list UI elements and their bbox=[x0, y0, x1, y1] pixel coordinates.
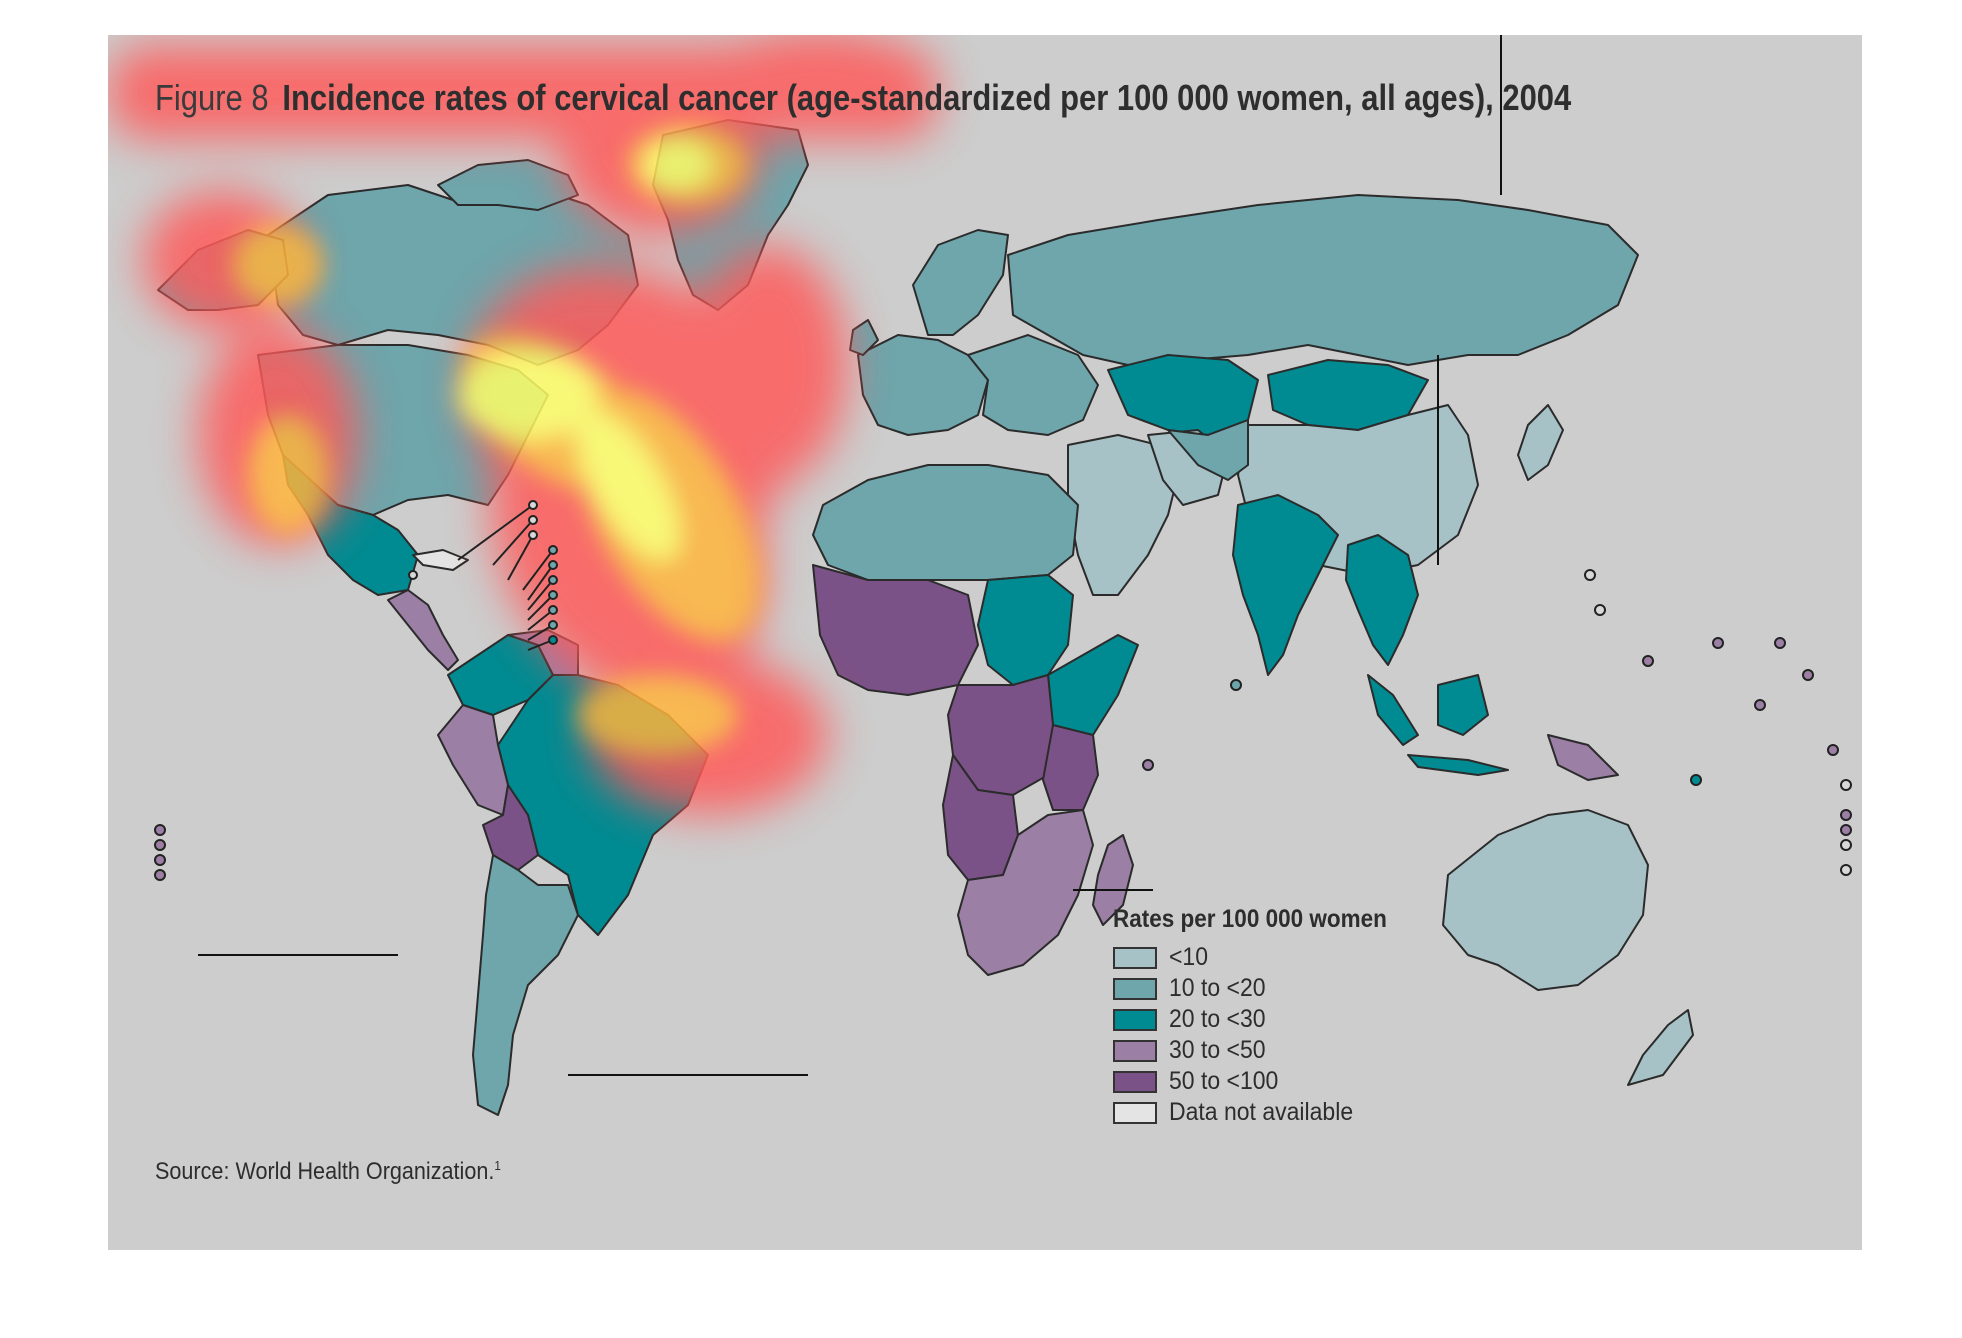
caribbean-marker bbox=[548, 545, 558, 555]
island-marker bbox=[1594, 604, 1606, 616]
region-eastern-europe bbox=[967, 334, 1099, 436]
region-north-africa bbox=[812, 464, 1079, 581]
caribbean-marker bbox=[548, 590, 558, 600]
caribbean-marker bbox=[548, 575, 558, 585]
legend-swatch bbox=[1113, 1008, 1157, 1031]
legend-label: 10 to <20 bbox=[1169, 974, 1266, 1002]
region-peru bbox=[437, 704, 509, 816]
island-marker bbox=[154, 824, 166, 836]
legend-item: 10 to <20 bbox=[1113, 973, 1417, 1004]
region-southern-africa bbox=[957, 809, 1094, 976]
legend-label: 30 to <50 bbox=[1169, 1036, 1266, 1064]
source-reference: 1 bbox=[494, 1158, 501, 1173]
region-cuba bbox=[412, 549, 469, 571]
region-indonesia-borneo bbox=[1437, 674, 1489, 736]
caribbean-marker bbox=[528, 530, 538, 540]
figure-title-text: Incidence rates of cervical cancer (age-… bbox=[282, 77, 1572, 118]
legend-item: Data not available bbox=[1113, 1097, 1417, 1128]
caribbean-marker bbox=[528, 500, 538, 510]
caribbean-leader bbox=[507, 534, 534, 581]
caribbean-marker bbox=[528, 515, 538, 525]
legend-label: Data not available bbox=[1169, 1098, 1354, 1126]
island-marker bbox=[1142, 759, 1154, 771]
island-marker bbox=[1840, 839, 1852, 851]
region-argentina bbox=[472, 854, 579, 1116]
region-papua-new-guinea bbox=[1547, 734, 1619, 781]
region-central-asia bbox=[1167, 419, 1249, 481]
caribbean-leader bbox=[527, 609, 554, 631]
island-marker bbox=[1690, 774, 1702, 786]
island-marker bbox=[1840, 809, 1852, 821]
legend-label: 20 to <30 bbox=[1169, 1005, 1266, 1033]
map-figure: Figure 8 Incidence rates of cervical canc… bbox=[108, 35, 1862, 1250]
region-tanzania bbox=[1042, 724, 1099, 811]
legend-swatch bbox=[1113, 1070, 1157, 1093]
island-marker bbox=[1840, 864, 1852, 876]
legend-swatch bbox=[1113, 1039, 1157, 1062]
source-text: Source: World Health Organization. bbox=[155, 1158, 495, 1185]
region-new-zealand bbox=[1627, 1009, 1694, 1086]
region-western-europe bbox=[857, 334, 989, 436]
region-india bbox=[1232, 494, 1339, 676]
caribbean-marker bbox=[548, 635, 558, 645]
legend-item: 20 to <30 bbox=[1113, 1004, 1417, 1035]
island-marker bbox=[1802, 669, 1814, 681]
region-russia bbox=[1007, 194, 1639, 366]
region-arctic-islands bbox=[437, 159, 579, 211]
island-marker bbox=[1230, 679, 1242, 691]
island-marker bbox=[1840, 824, 1852, 836]
island-marker bbox=[1840, 779, 1852, 791]
region-madagascar bbox=[1092, 834, 1134, 926]
region-indonesia-java bbox=[1407, 754, 1509, 776]
legend-label: <10 bbox=[1169, 943, 1209, 971]
caribbean-marker bbox=[408, 570, 418, 580]
legend-swatch bbox=[1113, 977, 1157, 1000]
legend-swatch bbox=[1113, 946, 1157, 969]
region-kazakhstan bbox=[1107, 354, 1259, 436]
region-central-africa bbox=[947, 674, 1054, 796]
legend-title: Rates per 100 000 women bbox=[1113, 905, 1387, 933]
caribbean-leader bbox=[522, 549, 554, 591]
island-marker bbox=[154, 869, 166, 881]
region-australia bbox=[1442, 809, 1649, 991]
legend-item: <10 bbox=[1113, 942, 1417, 973]
island-marker bbox=[1827, 744, 1839, 756]
source-note: Source: World Health Organization.1 bbox=[155, 1158, 501, 1186]
island-marker bbox=[154, 839, 166, 851]
region-japan bbox=[1517, 404, 1564, 481]
map-legend: Rates per 100 000 women <10 10 to <20 20 t… bbox=[1113, 905, 1417, 1128]
region-uk bbox=[849, 319, 879, 356]
region-southeast-asia bbox=[1345, 534, 1419, 666]
island-marker bbox=[1754, 699, 1766, 711]
caribbean-marker bbox=[548, 620, 558, 630]
figure-title: Figure 8 Incidence rates of cervical canc… bbox=[155, 77, 1571, 119]
region-west-africa bbox=[812, 564, 979, 696]
island-marker bbox=[1642, 655, 1654, 667]
legend-label: 50 to <100 bbox=[1169, 1067, 1279, 1095]
caribbean-leader bbox=[527, 564, 554, 601]
island-marker bbox=[1584, 569, 1596, 581]
caribbean-leader bbox=[527, 579, 554, 611]
region-indonesia-sumatra bbox=[1367, 674, 1419, 746]
caribbean-leader bbox=[527, 594, 554, 621]
caribbean-leader bbox=[492, 519, 534, 566]
heatmap-overlay bbox=[108, 35, 938, 815]
region-central-america bbox=[387, 589, 459, 671]
caribbean-leader bbox=[457, 504, 534, 561]
island-marker bbox=[1712, 637, 1724, 649]
legend-item: 50 to <100 bbox=[1113, 1066, 1417, 1097]
region-scandinavia bbox=[912, 229, 1009, 336]
world-map bbox=[108, 35, 1852, 1116]
legend-swatch bbox=[1113, 1101, 1157, 1124]
legend-item: 30 to <50 bbox=[1113, 1035, 1417, 1066]
caribbean-marker bbox=[548, 605, 558, 615]
island-marker bbox=[154, 854, 166, 866]
figure-label: Figure 8 bbox=[155, 77, 269, 118]
island-marker bbox=[1774, 637, 1786, 649]
caribbean-marker bbox=[548, 560, 558, 570]
